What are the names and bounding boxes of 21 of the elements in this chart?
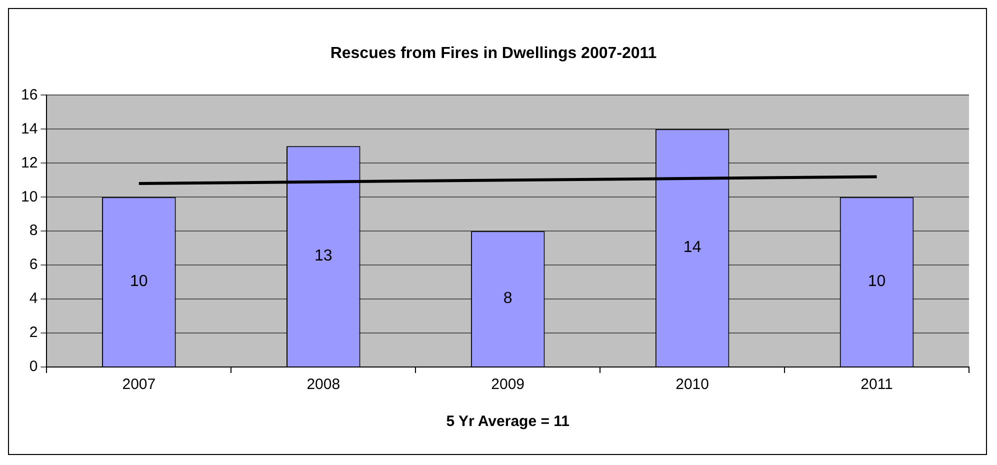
x-axis-title: 5 Yr Average = 11 (446, 413, 570, 430)
y-tick-label: 14 (20, 120, 38, 138)
y-tick-label: 12 (20, 154, 38, 172)
chart-title: Rescues from Fires in Dwellings 2007-2011 (330, 45, 657, 62)
y-tick-label: 2 (29, 324, 38, 342)
data-label: 13 (314, 248, 332, 265)
y-tick-label: 4 (29, 290, 38, 308)
x-tick-label: 2007 (122, 376, 156, 394)
data-label: 8 (503, 290, 512, 308)
y-tick-label: 16 (20, 86, 38, 104)
x-tick-label: 2008 (306, 376, 340, 394)
y-tick-label: 8 (29, 222, 38, 240)
x-tick-label: 2010 (676, 376, 709, 394)
data-label: 10 (130, 273, 148, 290)
y-tick-label: 0 (29, 358, 38, 376)
data-label: 14 (683, 239, 702, 256)
y-tick-label: 6 (29, 256, 38, 274)
x-tick-label: 2011 (860, 376, 893, 394)
y-tick-label: 10 (20, 188, 38, 206)
data-label: 10 (868, 273, 886, 290)
x-tick-label: 2009 (491, 376, 525, 394)
